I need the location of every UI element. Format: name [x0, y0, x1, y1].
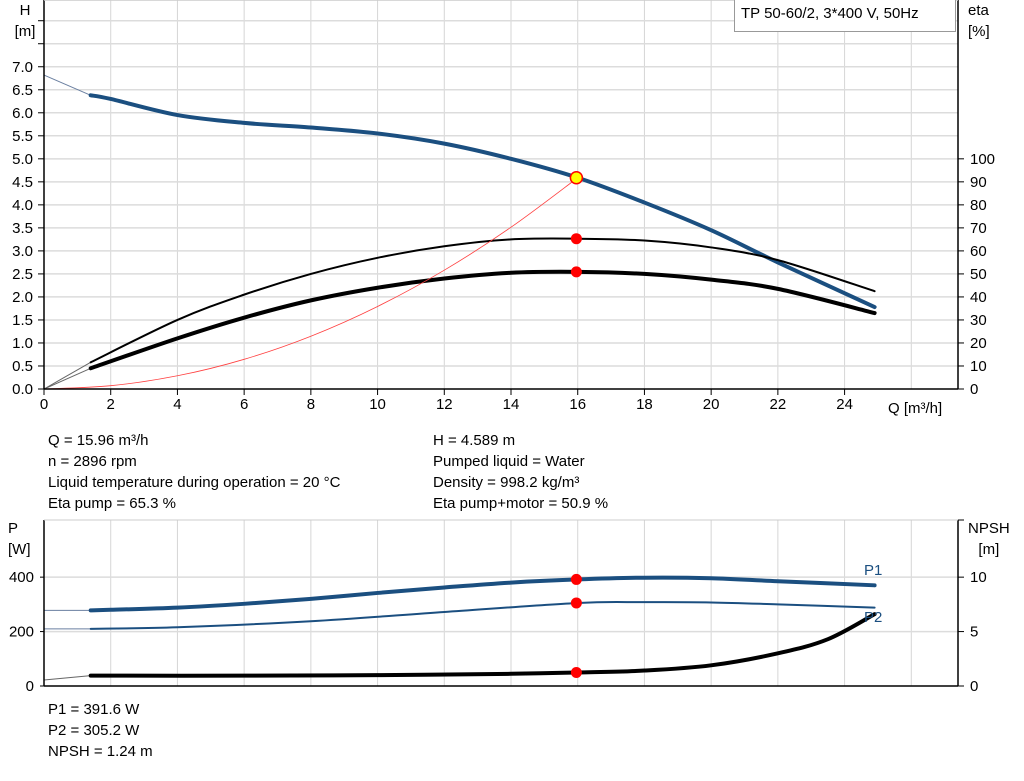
npsh-extrapolated-curve	[43, 675, 91, 681]
x-tick-label: 18	[636, 396, 653, 413]
readout-npsh: NPSH = 1.24 m	[48, 743, 153, 760]
x-tick-label: 20	[703, 396, 720, 413]
npsh-tick-label: 0	[970, 678, 978, 695]
p-tick-label: 0	[26, 678, 34, 695]
eta-tick-label: 30	[970, 312, 987, 329]
x-tick-label: 14	[503, 396, 520, 413]
npsh-tick-label: 5	[970, 624, 978, 641]
x-tick-label: 4	[173, 396, 181, 413]
x-tick-label: 6	[240, 396, 248, 413]
h-tick-label: 5.5	[12, 128, 33, 145]
x-tick-label: 10	[369, 396, 386, 413]
npsh-duty-point	[570, 667, 582, 679]
npsh-curve	[88, 612, 877, 678]
h-tick-label: 2.0	[12, 289, 33, 306]
npsh-axis-label: NPSH [m]	[968, 520, 1010, 558]
eta-pump-duty-point	[570, 233, 582, 245]
eta-axis-label: eta [%]	[968, 2, 990, 40]
eta-tick-label: 80	[970, 197, 987, 214]
eta-tick-label: 40	[970, 289, 987, 306]
readout-n: n = 2896 rpm	[48, 453, 137, 470]
readout-eta-total: Eta pump+motor = 50.9 %	[433, 495, 609, 512]
h-tick-label: 5.0	[12, 151, 33, 168]
h-tick-label: 6.0	[12, 105, 33, 122]
h-tick-label: 6.5	[12, 82, 33, 99]
readout-density: Density = 998.2 kg/m³	[433, 474, 580, 491]
h-curve	[88, 93, 877, 310]
readouts-left: Q = 15.96 m³/h n = 2896 rpm Liquid tempe…	[48, 430, 340, 514]
readout-p1: P1 = 391.6 W	[48, 701, 140, 718]
h-tick-label: 4.5	[12, 174, 33, 191]
x-tick-label: 22	[770, 396, 787, 413]
eta-total-duty-point	[570, 266, 582, 278]
duty-markers	[569, 170, 584, 679]
h-tick-label: 3.5	[12, 220, 33, 237]
readout-p2: P2 = 305.2 W	[48, 722, 140, 739]
readouts-right: H = 4.589 m Pumped liquid = Water Densit…	[433, 430, 608, 514]
eta_total-extrapolated-curve	[43, 367, 91, 390]
bottom-grid	[44, 520, 958, 686]
h-tick-label: 1.5	[12, 312, 33, 329]
npsh-tick-label: 10	[970, 569, 987, 586]
h-tick-label: 1.0	[12, 335, 33, 352]
readout-liquid: Pumped liquid = Water	[433, 453, 585, 470]
eta_total-curve	[88, 269, 877, 371]
x-tick-label: 16	[569, 396, 586, 413]
eta-tick-label: 90	[970, 174, 987, 191]
p1-duty-point	[570, 573, 582, 585]
x-tick-label: 0	[40, 396, 48, 413]
tick-labels: 0 2 4 6 8 10 12 14 16 18 20 22 240.00.51.01.52.02.53…	[9, 59, 995, 695]
eta-tick-label: 70	[970, 220, 987, 237]
p2-curve-label: P2	[864, 609, 883, 626]
eta-tick-label: 10	[970, 358, 987, 375]
x-tick-label: 12	[436, 396, 453, 413]
q-axis-label: Q [m³/h]	[888, 400, 943, 417]
axes	[38, 0, 964, 687]
readouts-bottom: P1 = 391.6 W P2 = 305.2 W NPSH = 1.24 m	[48, 699, 153, 762]
p1-curve	[88, 575, 877, 613]
readout-eta-pump: Eta pump = 65.3 %	[48, 495, 176, 512]
eta-tick-label: 50	[970, 266, 987, 283]
p1-curve-label: P1	[864, 562, 883, 579]
title-box: TP 50-60/2, 3*400 V, 50Hz	[734, 0, 956, 32]
h-extrapolated-curve	[43, 74, 91, 96]
x-tick-label: 8	[307, 396, 315, 413]
x-tick-label: 2	[107, 396, 115, 413]
h-axis-label: H [m]	[14, 2, 36, 40]
x-tick-label: 24	[836, 396, 853, 413]
h-tick-label: 4.0	[12, 197, 33, 214]
h-tick-label: 0.0	[12, 381, 33, 398]
p-tick-label: 400	[9, 569, 34, 586]
eta_pump-curve	[89, 237, 876, 364]
p2-curve	[89, 600, 876, 630]
system-curve	[43, 177, 579, 390]
p-tick-label: 200	[9, 624, 34, 641]
h-tick-label: 7.0	[12, 59, 33, 76]
eta-tick-label: 60	[970, 243, 987, 260]
readout-q: Q = 15.96 m³/h	[48, 432, 149, 449]
top-grid	[44, 0, 958, 389]
curves	[43, 74, 877, 681]
eta_pump-extrapolated-curve	[43, 361, 91, 390]
head-duty-point	[569, 170, 584, 185]
readout-h: H = 4.589 m	[433, 432, 516, 449]
eta-tick-label: 0	[970, 381, 978, 398]
h-tick-label: 2.5	[12, 266, 33, 283]
p-axis-label: P [W]	[8, 520, 31, 558]
chart-title: TP 50-60/2, 3*400 V, 50Hz	[741, 5, 919, 22]
eta-tick-label: 20	[970, 335, 987, 352]
eta-tick-label: 100	[970, 151, 995, 168]
p2-duty-point	[570, 597, 582, 609]
readout-temp: Liquid temperature during operation = 20…	[48, 474, 341, 491]
h-tick-label: 0.5	[12, 358, 33, 375]
h-tick-label: 3.0	[12, 243, 33, 260]
